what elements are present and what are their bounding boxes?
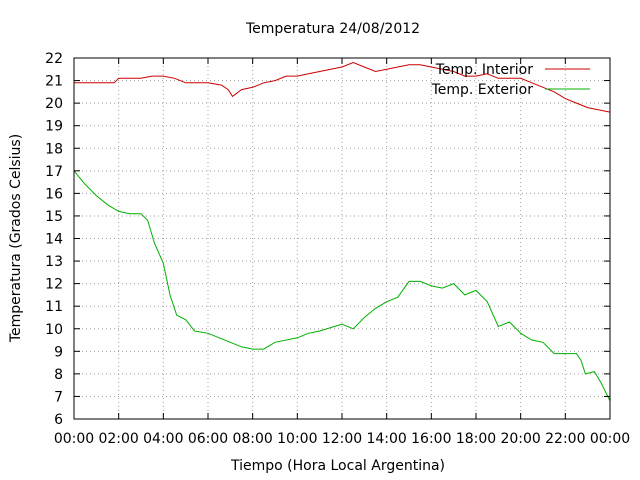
y-tick-label: 21 bbox=[45, 74, 63, 90]
y-tick-label: 7 bbox=[54, 389, 63, 405]
x-tick-label: 14:00 bbox=[366, 431, 406, 447]
legend-label: Temp. Interior bbox=[435, 62, 534, 78]
x-tick-label: 20:00 bbox=[500, 431, 540, 447]
y-tick-label: 11 bbox=[45, 299, 63, 315]
y-tick-label: 12 bbox=[45, 277, 63, 293]
y-axis-label: Temperatura (Grados Celsius) bbox=[8, 134, 24, 343]
x-tick-label: 02:00 bbox=[98, 431, 138, 447]
y-tick-label: 13 bbox=[45, 254, 63, 270]
y-tick-label: 16 bbox=[45, 186, 63, 202]
series-line-interior bbox=[74, 61, 611, 113]
y-tick-label: 10 bbox=[45, 322, 63, 338]
x-tick-label: 00:00 bbox=[590, 431, 630, 447]
x-tick-label: 08:00 bbox=[232, 431, 272, 447]
x-tick-label: 04:00 bbox=[143, 431, 183, 447]
y-tick-label: 18 bbox=[45, 141, 63, 157]
x-tick-label: 22:00 bbox=[545, 431, 585, 447]
y-tick-label: 19 bbox=[45, 119, 63, 135]
y-tick-label: 8 bbox=[54, 367, 63, 383]
legend: Temp. Interior Temp. Exterior bbox=[431, 62, 590, 98]
x-tick-label: 18:00 bbox=[456, 431, 496, 447]
legend-label: Temp. Exterior bbox=[431, 82, 534, 98]
series-lines bbox=[73, 61, 611, 402]
y-tick-label: 9 bbox=[54, 344, 63, 360]
axis-ticks bbox=[73, 57, 611, 420]
x-tick-label: 00:00 bbox=[54, 431, 94, 447]
y-tick-label: 15 bbox=[45, 209, 63, 225]
grid bbox=[74, 58, 610, 419]
y-tick-label: 17 bbox=[45, 164, 63, 180]
y-tick-label: 6 bbox=[54, 412, 63, 428]
x-tick-labels: 00:00 02:00 04:00 06:00 08:00 10:00 12:00 14:00… bbox=[54, 431, 630, 447]
y-tick-label: 14 bbox=[45, 232, 63, 248]
x-tick-label: 06:00 bbox=[188, 431, 228, 447]
y-tick-label: 20 bbox=[45, 96, 63, 112]
x-tick-label: 16:00 bbox=[411, 431, 451, 447]
y-tick-label: 22 bbox=[45, 51, 63, 67]
x-tick-label: 10:00 bbox=[277, 431, 317, 447]
y-tick-labels: 6 7 8 9 10 11 12 13 14 15 16 17 18 19 20 21 22 bbox=[45, 51, 63, 428]
series-line-exterior bbox=[73, 170, 611, 402]
x-axis-label: Tiempo (Hora Local Argentina) bbox=[230, 458, 445, 474]
x-tick-label: 12:00 bbox=[322, 431, 362, 447]
chart-title: Temperatura 24/08/2012 bbox=[245, 21, 420, 37]
